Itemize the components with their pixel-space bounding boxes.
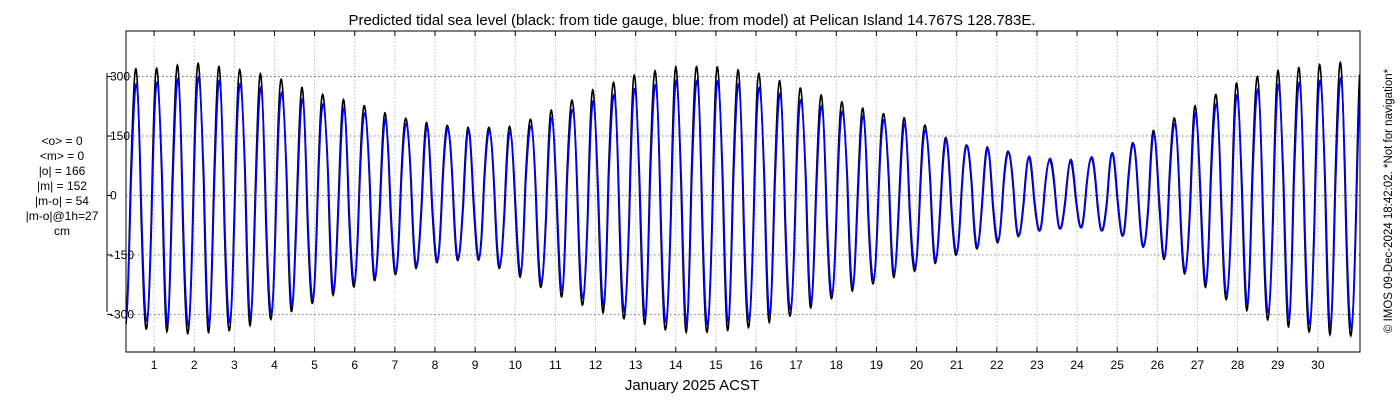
y-tick-label: -150: [110, 248, 134, 262]
x-tick-label: 8: [432, 358, 439, 372]
x-tick-label: 3: [231, 358, 238, 372]
x-tick-label: 13: [629, 358, 643, 372]
y-tick-label: 0: [110, 188, 117, 202]
x-tick-label: 26: [1151, 358, 1165, 372]
x-tick-label: 11: [549, 358, 562, 372]
x-tick-label: 17: [789, 358, 803, 372]
chart-title: Predicted tidal sea level (black: from t…: [348, 12, 1035, 29]
stats-line: <m> = 0: [40, 149, 85, 163]
x-tick-label: 27: [1191, 358, 1205, 372]
stats-line: |m-o|@1h=27: [26, 209, 99, 223]
x-tick-label: 4: [271, 358, 278, 372]
copyright-notice: © IMOS 09-Dec-2024 18:42:02. *Not for na…: [1383, 68, 1395, 333]
y-tick-label: -300: [110, 307, 134, 321]
x-tick-label: 10: [509, 358, 523, 372]
x-tick-label: 30: [1311, 358, 1325, 372]
statistics-panel: <o> = 0<m> = 0|o| = 166|m| = 152|m-o| = …: [26, 134, 99, 238]
x-tick-label: 19: [870, 358, 884, 372]
x-tick-label: 5: [311, 358, 318, 372]
x-tick-label: 14: [669, 358, 683, 372]
x-tick-label: 9: [472, 358, 479, 372]
x-tick-label: 2: [191, 358, 198, 372]
stats-line: cm: [54, 224, 70, 238]
stats-line: |m-o| = 54: [35, 194, 89, 208]
series-model-line: [125, 75, 1361, 330]
x-tick-label: 1: [151, 358, 158, 372]
x-tick-label: 21: [950, 358, 964, 372]
x-tick-label: 7: [392, 358, 399, 372]
x-tick-label: 6: [351, 358, 358, 372]
x-tick-label: 18: [830, 358, 844, 372]
x-axis-label: January 2025 ACST: [625, 377, 759, 394]
x-tick-label: 28: [1231, 358, 1245, 372]
x-tick-label: 29: [1271, 358, 1285, 372]
series-lines: [125, 60, 1361, 338]
stats-line: <o> = 0: [41, 134, 82, 148]
stats-line: |m| = 152: [37, 179, 87, 193]
stats-line: |o| = 166: [39, 164, 86, 178]
x-tick-label: 15: [709, 358, 723, 372]
x-tick-label: 23: [1030, 358, 1044, 372]
x-axis-ticks: 1 2 3 4 5 6 7 8 9 10 11 12 13 14 15 16 17 18 19 20 21 22 23 24 2…: [151, 31, 1325, 372]
x-tick-label: 20: [910, 358, 924, 372]
x-tick-label: 25: [1111, 358, 1125, 372]
x-tick-label: 12: [589, 358, 603, 372]
y-tick-label: 300: [110, 70, 130, 84]
y-tick-label: 150: [110, 129, 130, 143]
x-tick-label: 24: [1070, 358, 1084, 372]
plot-border: [125, 30, 1361, 353]
x-tick-label: 16: [749, 358, 763, 372]
x-tick-label: 22: [990, 358, 1004, 372]
